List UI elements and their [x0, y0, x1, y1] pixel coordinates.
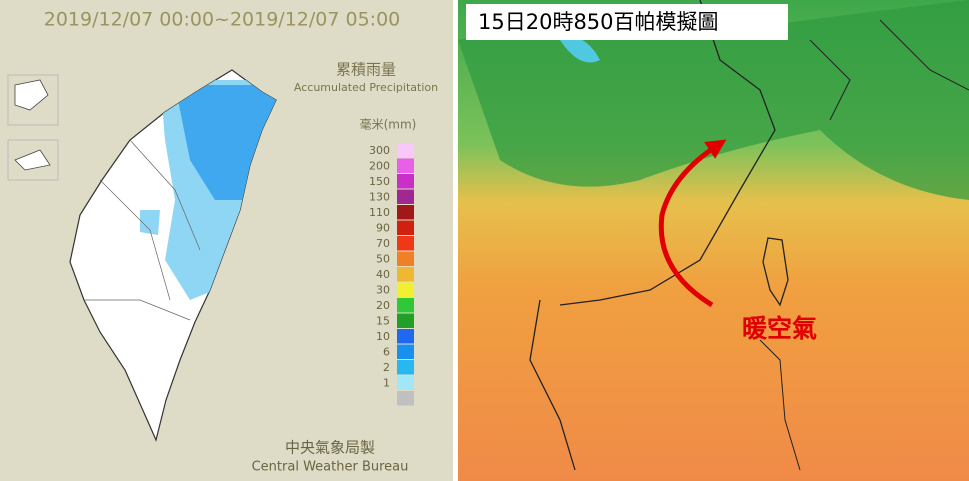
legend-swatch: [397, 158, 414, 173]
legend-label: 70: [376, 237, 390, 250]
legend-title-zh: 累積雨量: [336, 61, 396, 79]
legend-swatch: [397, 174, 414, 189]
legend-swatch: [397, 189, 414, 204]
land-outline: [759, 19, 969, 471]
annotation: 暖空氣: [742, 314, 817, 343]
legend-swatch: [397, 329, 414, 344]
legend-label: 40: [376, 268, 390, 281]
legend-label: 20: [376, 299, 390, 312]
legend-swatch: [397, 282, 414, 297]
title-box: [466, 4, 788, 40]
legend-swatch: [397, 251, 414, 266]
credit-zh: 中央氣象局製: [285, 439, 375, 457]
period: 2019/12/07 00:00~2019/12/07 05:00: [44, 9, 401, 31]
legend-swatch: [397, 375, 414, 390]
warm-air-arrow: [658, 139, 727, 308]
legend-label: 30: [376, 283, 390, 296]
taiwan-map: [7, 69, 277, 442]
legend-label: 110: [369, 206, 390, 219]
legend-swatch: [397, 267, 414, 282]
legend-swatch: [397, 360, 414, 375]
legend-swatch-none: [397, 391, 414, 406]
legend-label: 15: [376, 314, 390, 327]
legend-label: 150: [369, 175, 390, 188]
legend-label: 130: [369, 190, 390, 203]
legend-swatch: [397, 298, 414, 313]
title: 15日20時850百帕模擬圖: [478, 10, 719, 34]
legend-label: 2: [383, 361, 390, 374]
legend-label: 50: [376, 252, 390, 265]
unit: 毫米(mm): [360, 117, 417, 132]
legend-label: 90: [376, 221, 390, 234]
legend-swatch: [397, 220, 414, 235]
legend-label: 200: [369, 159, 390, 172]
legend-swatch: [397, 205, 414, 220]
legend-label: 1: [383, 376, 390, 389]
legend-label: 10: [376, 330, 390, 343]
credit-en: Central Weather Bureau: [252, 460, 409, 475]
cold-spot: [560, 35, 600, 63]
legend-label: 300: [369, 144, 390, 157]
legend-label: 6: [383, 345, 390, 358]
legend-swatch: [397, 344, 414, 359]
legend: 300 200 150 130 110 90 70 50 40 30 20 15 10 6 2 1: [369, 143, 414, 406]
legend-swatch: [397, 313, 414, 328]
legend-swatch: [397, 143, 414, 158]
taiwan-outline: [762, 237, 789, 307]
coastline: [529, 0, 776, 471]
legend-title-en: Accumulated Precipitation: [294, 81, 438, 94]
legend-swatch: [397, 236, 414, 251]
